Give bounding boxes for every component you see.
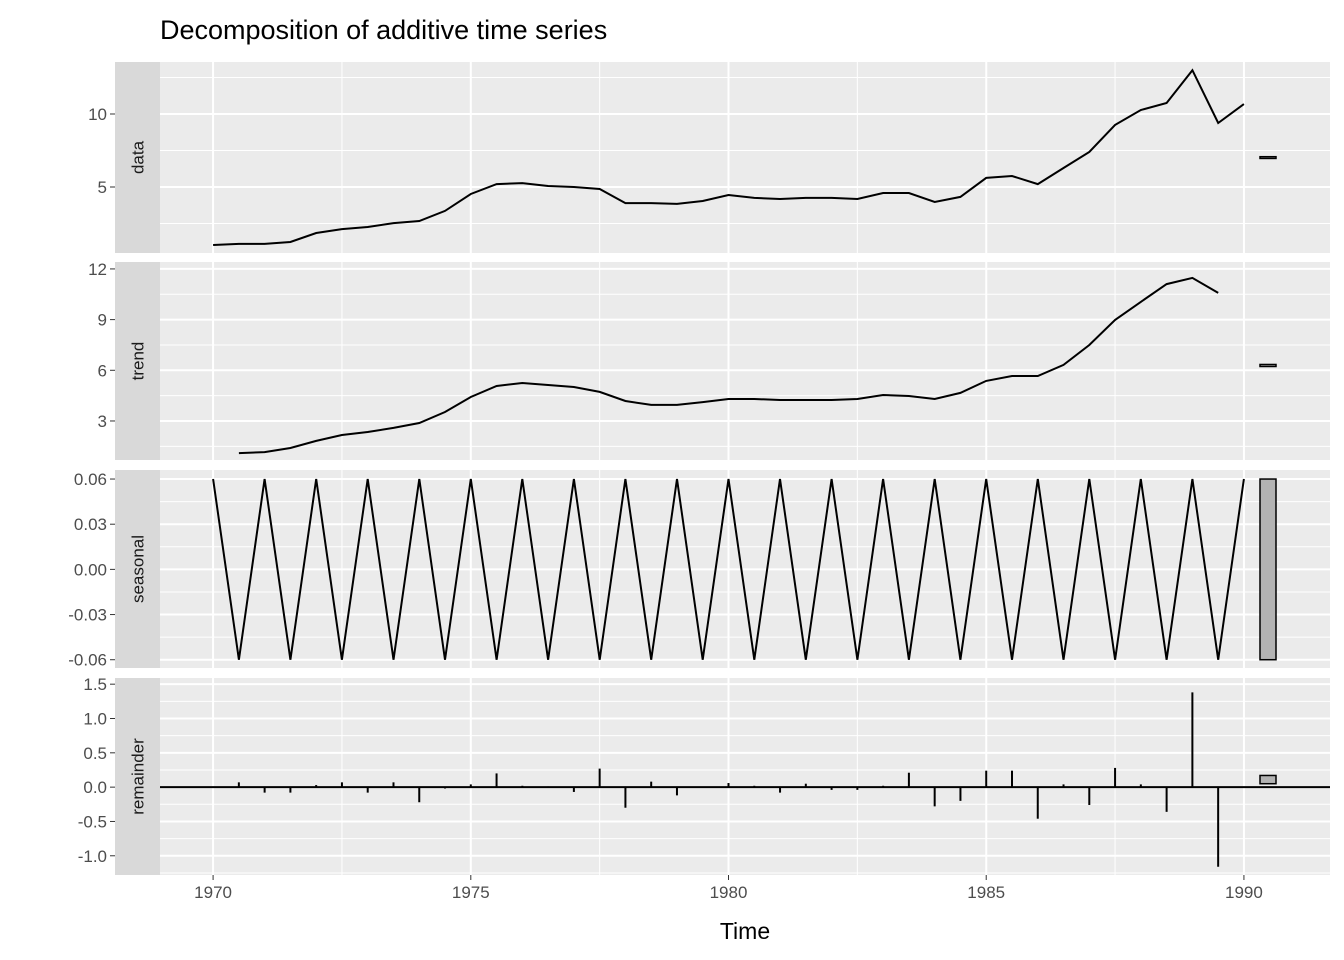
trend-line bbox=[238, 276, 1219, 455]
y-tick-label: -0.5 bbox=[78, 812, 107, 831]
y-tick-label: -0.03 bbox=[68, 606, 107, 625]
y-tick-label: 0.5 bbox=[83, 744, 107, 763]
y-tick-label: 5 bbox=[98, 178, 107, 197]
strip-background bbox=[115, 262, 160, 460]
x-tick-label: 1990 bbox=[1225, 883, 1263, 902]
y-tick-label: 0.00 bbox=[74, 560, 107, 579]
panel-trend: trend 3 6 9 12 bbox=[88, 260, 1330, 460]
data-line bbox=[213, 68, 1245, 246]
strip-background bbox=[115, 470, 160, 668]
y-tick-label: -1.0 bbox=[78, 847, 107, 866]
strip-background bbox=[115, 62, 160, 253]
strip-label-remainder: remainder bbox=[129, 738, 148, 815]
panel-remainder: remainder -1.0 -0.5 0.0 0.5 1.0 1.5 bbox=[78, 675, 1330, 875]
y-tick-label: 0.03 bbox=[74, 515, 107, 534]
range-bar bbox=[1259, 774, 1277, 785]
strip-background bbox=[115, 678, 160, 875]
y-tick-label: 10 bbox=[88, 105, 107, 124]
range-bar bbox=[1259, 363, 1277, 368]
range-bar bbox=[1259, 155, 1277, 160]
y-tick-label: 12 bbox=[88, 260, 107, 279]
panel-background bbox=[160, 678, 1330, 875]
panel-background bbox=[160, 62, 1330, 253]
y-tick-label: -0.06 bbox=[68, 651, 107, 670]
x-axis-label: Time bbox=[720, 918, 770, 944]
strip-label-trend: trend bbox=[129, 342, 148, 381]
y-tick-label: 0.06 bbox=[74, 470, 107, 489]
panel-seasonal: seasonal -0.06 -0.03 0.00 0.03 0.06 bbox=[68, 470, 1330, 670]
panel-background bbox=[160, 262, 1330, 460]
chart-title: Decomposition of additive time series bbox=[160, 15, 607, 45]
y-tick-label: 6 bbox=[98, 361, 107, 380]
y-tick-label: 9 bbox=[98, 311, 107, 330]
strip-label-seasonal: seasonal bbox=[129, 535, 148, 603]
y-tick-label: 0.0 bbox=[83, 778, 107, 797]
x-tick-label: 1980 bbox=[710, 883, 748, 902]
y-tick-label: 1.5 bbox=[83, 675, 107, 694]
x-tick-label: 1970 bbox=[194, 883, 232, 902]
y-tick-label: 1.0 bbox=[83, 709, 107, 728]
x-tick-label: 1975 bbox=[452, 883, 490, 902]
x-tick-label: 1985 bbox=[967, 883, 1005, 902]
strip-label-data: data bbox=[129, 140, 148, 174]
range-bar bbox=[1259, 478, 1277, 661]
y-tick-label: 3 bbox=[98, 412, 107, 431]
panel-data: data 5 10 bbox=[88, 62, 1330, 253]
seasonal-line bbox=[212, 478, 1245, 660]
